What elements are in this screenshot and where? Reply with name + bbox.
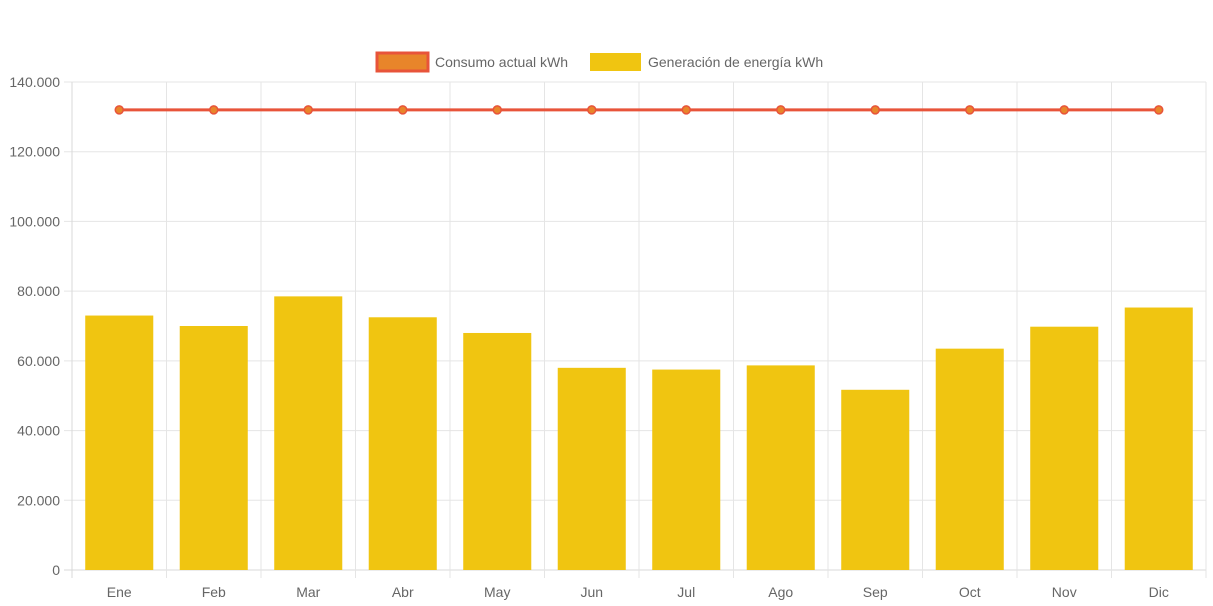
- x-tick-label: Ene: [107, 584, 132, 600]
- bar-ago[interactable]: [746, 365, 815, 570]
- y-tick-label: 60.000: [17, 353, 60, 369]
- consumo-point-dic[interactable]: [1154, 105, 1164, 115]
- y-tick-label: 120.000: [9, 144, 60, 160]
- y-tick-label: 20.000: [17, 492, 60, 508]
- bar-nov[interactable]: [1030, 326, 1099, 570]
- consumo-point-feb[interactable]: [209, 105, 219, 115]
- legend-item-consumo[interactable]: Consumo actual kWh: [375, 51, 568, 73]
- grid: [64, 81, 1207, 578]
- consumo-point-ene[interactable]: [114, 105, 124, 115]
- bar-mar[interactable]: [274, 296, 343, 570]
- bar-oct[interactable]: [935, 348, 1004, 570]
- legend-label-consumo: Consumo actual kWh: [435, 54, 568, 70]
- bar-series: [85, 296, 1193, 570]
- x-tick-label: Sep: [863, 584, 888, 600]
- x-tick-label: Abr: [392, 584, 414, 600]
- consumo-point-may[interactable]: [492, 105, 502, 115]
- bar-sep[interactable]: [841, 389, 910, 570]
- y-tick-label: 0: [52, 562, 60, 578]
- x-tick-label: Feb: [202, 584, 226, 600]
- consumo-point-abr[interactable]: [398, 105, 408, 115]
- bar-feb[interactable]: [179, 326, 248, 570]
- x-tick-label: Jul: [677, 584, 695, 600]
- consumo-point-mar[interactable]: [303, 105, 313, 115]
- bar-abr[interactable]: [368, 317, 437, 570]
- consumo-point-jun[interactable]: [587, 105, 597, 115]
- bar-may[interactable]: [463, 332, 532, 570]
- consumo-point-ago[interactable]: [776, 105, 786, 115]
- bar-jul[interactable]: [652, 369, 721, 570]
- y-tick-label: 40.000: [17, 423, 60, 439]
- legend-swatch-consumo: [375, 51, 430, 73]
- y-tick-label: 80.000: [17, 283, 60, 299]
- x-tick-label: Dic: [1149, 584, 1169, 600]
- consumo-point-jul[interactable]: [681, 105, 691, 115]
- bar-dic[interactable]: [1124, 307, 1193, 570]
- legend-swatch-generacion: [590, 53, 641, 71]
- consumo-point-oct[interactable]: [965, 105, 975, 115]
- x-tick-label: Jun: [580, 584, 603, 600]
- legend-label-generacion: Generación de energía kWh: [648, 54, 823, 70]
- axes: 0 20.000 40.000 60.000 80.000 100.000 120.000 1…: [9, 74, 1168, 600]
- legend[interactable]: Consumo actual kWh Generación de energía…: [375, 51, 823, 73]
- x-tick-label: Mar: [296, 584, 320, 600]
- x-tick-label: May: [484, 584, 510, 600]
- x-tick-label: Ago: [768, 584, 793, 600]
- bar-ene[interactable]: [85, 315, 154, 570]
- line-series: [114, 105, 1164, 115]
- consumo-point-nov[interactable]: [1059, 105, 1069, 115]
- consumo-point-sep[interactable]: [870, 105, 880, 115]
- y-tick-label: 140.000: [9, 74, 60, 90]
- bar-jun[interactable]: [557, 367, 626, 570]
- x-tick-label: Oct: [959, 584, 981, 600]
- y-tick-label: 100.000: [9, 213, 60, 229]
- x-tick-label: Nov: [1052, 584, 1077, 600]
- legend-item-generacion[interactable]: Generación de energía kWh: [590, 53, 823, 71]
